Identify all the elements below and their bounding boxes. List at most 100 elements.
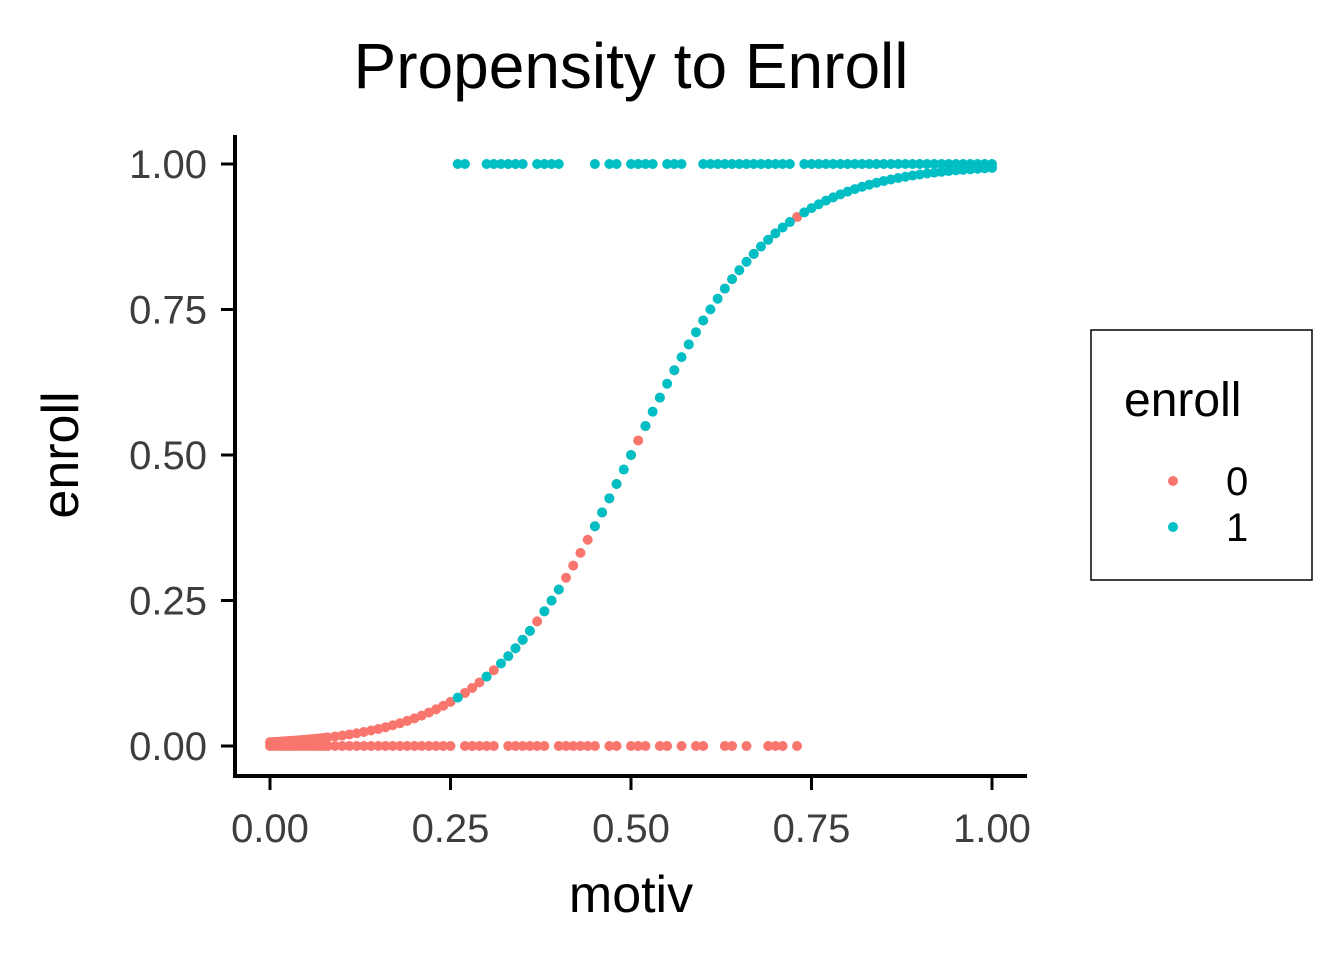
observed-point-0 (329, 741, 340, 751)
observed-point-0 (322, 741, 333, 751)
y-tick-label: 0.50 (129, 434, 207, 478)
observed-point-0 (503, 741, 514, 751)
fitted-point-1 (662, 378, 673, 389)
fitted-point-1 (626, 450, 636, 460)
observed-point-1 (806, 159, 817, 169)
observed-point-0 (394, 741, 405, 751)
fitted-point-1 (597, 507, 608, 518)
observed-point-1 (741, 159, 752, 169)
observed-point-0 (719, 741, 730, 751)
observed-point-1 (705, 159, 716, 169)
observed-point-0 (777, 741, 788, 751)
fitted-point-1 (719, 283, 730, 294)
fitted-point-1 (784, 217, 795, 228)
observed-point-0 (611, 741, 622, 751)
observed-point-1 (835, 159, 846, 169)
fitted-point-1 (452, 692, 463, 703)
observed-point-1 (532, 159, 543, 169)
observed-point-1 (842, 159, 853, 169)
observed-point-1 (936, 159, 947, 169)
fitted-point-1 (553, 584, 564, 595)
observed-point-1 (929, 159, 940, 169)
fitted-point-1 (496, 658, 507, 669)
observed-point-0 (741, 741, 752, 751)
observed-point-0 (488, 741, 499, 751)
observed-point-1 (943, 159, 954, 169)
observed-point-0 (438, 741, 449, 751)
fitted-point-0 (633, 435, 644, 446)
fitted-point-1 (965, 164, 976, 175)
fitted-point-0 (582, 534, 593, 545)
observed-point-0 (698, 741, 709, 751)
observed-point-0 (337, 741, 348, 751)
x-tick-label: 1.00 (953, 807, 1031, 851)
observed-point-1 (604, 159, 615, 169)
observed-point-0 (626, 741, 636, 751)
fitted-point-0 (488, 665, 499, 676)
fitted-point-1 (654, 392, 665, 403)
observed-point-1 (914, 159, 925, 169)
fitted-point-1 (936, 166, 947, 177)
fitted-point-1 (734, 265, 745, 276)
observed-point-1 (662, 159, 673, 169)
fitted-point-1 (777, 222, 788, 233)
observed-point-0 (575, 741, 586, 751)
fitted-point-1 (676, 352, 687, 363)
observed-point-1 (922, 159, 933, 169)
fitted-point-1 (799, 207, 810, 218)
observed-point-0 (409, 741, 420, 751)
observed-point-1 (878, 159, 889, 169)
observed-point-1 (893, 159, 904, 169)
observed-point-1 (546, 159, 557, 169)
observed-point-0 (416, 741, 427, 751)
observed-point-1 (719, 159, 730, 169)
observed-point-0 (568, 741, 579, 751)
fitted-point-0 (474, 677, 485, 688)
observed-point-0 (387, 741, 398, 751)
observed-point-0 (524, 741, 535, 751)
observed-point-1 (539, 159, 550, 169)
fitted-point-1 (481, 671, 492, 682)
legend-key-0 (1168, 476, 1178, 486)
observed-point-0 (589, 741, 600, 751)
observed-point-1 (510, 159, 521, 169)
observed-point-0 (676, 741, 687, 751)
x-axis-ticks: 0.00 0.25 0.50 0.75 1.00 (231, 776, 1031, 851)
observed-point-0 (770, 741, 781, 751)
fitted-point-0 (568, 560, 579, 571)
observed-point-0 (366, 741, 377, 751)
fitted-point-0 (792, 212, 803, 223)
fitted-point-1 (755, 241, 766, 252)
observed-point-0 (423, 741, 434, 751)
observed-point-1 (712, 159, 723, 169)
observed-point-1 (698, 159, 709, 169)
fitted-point-1 (727, 274, 738, 285)
fitted-point-1 (987, 162, 997, 173)
x-tick-label: 0.00 (231, 807, 309, 851)
observed-point-1 (777, 159, 788, 169)
legend-box (1090, 329, 1313, 581)
observed-point-1 (488, 159, 499, 169)
x-axis-title: motiv (569, 866, 693, 924)
fitted-point-0 (467, 682, 478, 693)
observed-point-0 (539, 741, 550, 751)
fitted-point-1 (524, 625, 535, 636)
fitted-point-0 (575, 547, 586, 558)
observed-point-0 (380, 741, 391, 751)
observed-point-0 (510, 741, 521, 751)
fitted-point-1 (647, 406, 658, 417)
observed-point-0 (481, 741, 492, 751)
observed-point-1 (589, 159, 600, 169)
observed-point-0 (474, 741, 485, 751)
observed-point-1 (871, 159, 882, 169)
observed-point-1 (503, 159, 514, 169)
observed-point-1 (496, 159, 507, 169)
observed-point-1 (553, 159, 564, 169)
fitted-point-1 (503, 651, 514, 662)
observed-point-0 (358, 741, 369, 751)
observed-point-0 (373, 741, 384, 751)
fitted-point-0 (445, 696, 456, 707)
observed-point-0 (792, 741, 803, 751)
fitted-point-1 (640, 420, 651, 431)
